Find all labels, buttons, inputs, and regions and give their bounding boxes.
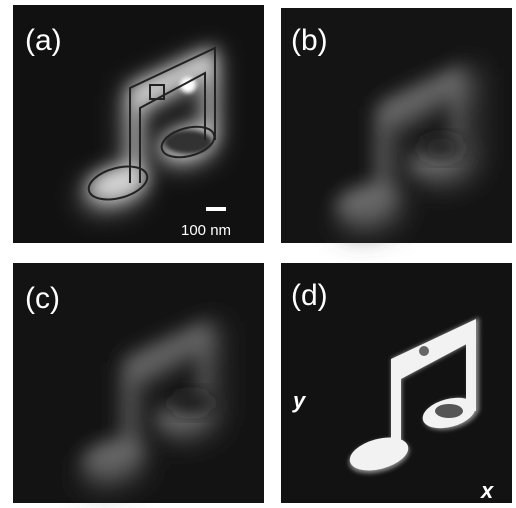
axis-label-x: x xyxy=(480,478,494,503)
panel-b: (b) xyxy=(281,8,512,243)
dark-spot xyxy=(164,130,212,154)
panel-label: (b) xyxy=(291,24,328,57)
scale-label: 100 nm xyxy=(181,222,231,239)
axis-label-y: y xyxy=(292,388,307,413)
dark-spot xyxy=(419,138,463,158)
panel-label: (c) xyxy=(25,282,60,315)
panel-label: (a) xyxy=(25,24,62,57)
panel-d: (d) y x xyxy=(281,263,512,503)
panel-label: (d) xyxy=(291,279,328,312)
dark-spot xyxy=(167,393,215,413)
note-outline xyxy=(87,46,216,201)
panel-c: (c) xyxy=(13,263,264,503)
dark-spot xyxy=(435,404,463,418)
dark-spot xyxy=(419,346,429,356)
panel-a: 100 nm (a) xyxy=(13,5,264,243)
scale-bar xyxy=(206,207,226,211)
